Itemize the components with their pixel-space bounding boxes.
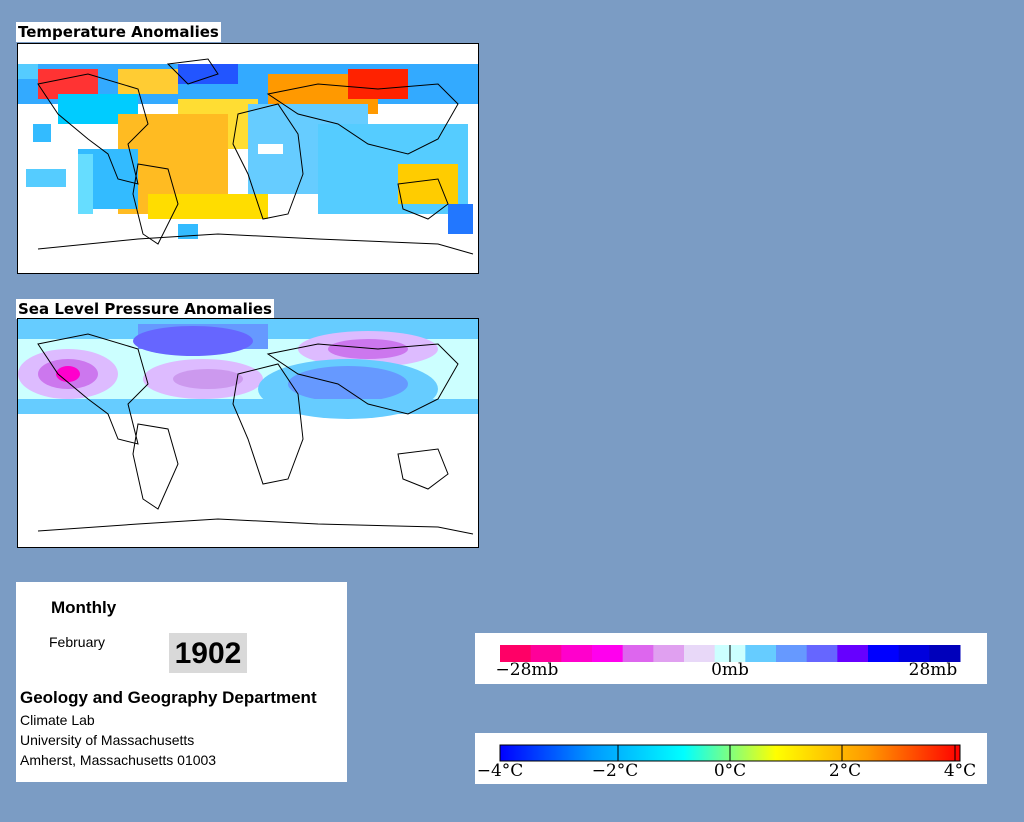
pressure-legend-swatch <box>653 645 685 662</box>
pressure-legend-swatch <box>776 645 808 662</box>
university-name: University of Massachusetts <box>20 732 195 748</box>
pressure-legend-swatch <box>500 645 532 662</box>
temperature-legend-label-plus2: 2°C <box>828 761 862 781</box>
pressure-legend-swatch <box>929 645 961 662</box>
pressure-legend-swatch <box>530 645 562 662</box>
pressure-legend-swatch <box>561 645 593 662</box>
temperature-color-bar <box>499 744 961 762</box>
lab-name: Climate Lab <box>20 712 95 728</box>
temperature-legend-label-minus2: −2°C <box>591 761 639 781</box>
pressure-legend-swatch <box>622 645 654 662</box>
address-line: Amherst, Massachusetts 01003 <box>20 752 217 768</box>
temperature-anomaly-map <box>17 43 479 274</box>
pressure-map-title: Sea Level Pressure Anomalies <box>16 299 274 319</box>
temperature-legend-label-minus4: −4°C <box>476 761 524 781</box>
temperature-map-title: Temperature Anomalies <box>16 22 221 42</box>
month-label: February <box>49 634 106 650</box>
pressure-color-bar <box>500 645 961 662</box>
year-display: 1902 <box>169 633 247 673</box>
pressure-legend-swatch <box>837 645 869 662</box>
department-name: Geology and Geography Department <box>20 688 317 707</box>
temperature-legend: −4°C −2°C 0°C 2°C 4°C <box>475 733 987 784</box>
pressure-anomaly-field <box>18 319 478 419</box>
pressure-legend-swatch <box>898 645 930 662</box>
pressure-legend-swatch <box>806 645 838 662</box>
pressure-anomaly-map <box>17 318 479 548</box>
pressure-legend-max-label: 28mb <box>908 660 958 680</box>
pressure-legend-swatch <box>684 645 716 662</box>
pressure-legend-swatch <box>745 645 777 662</box>
coastlines <box>37 58 474 255</box>
coastlines <box>37 333 474 535</box>
temperature-anomaly-field <box>18 64 478 239</box>
temperature-legend-label-zero: 0°C <box>713 761 747 781</box>
frequency-label: Monthly <box>51 598 117 617</box>
pressure-legend-swatch <box>868 645 900 662</box>
pressure-legend-min-label: −28mb <box>495 660 559 680</box>
temperature-legend-label-plus4: 4°C <box>943 761 977 781</box>
pressure-legend: −28mb 0mb 28mb <box>475 633 987 684</box>
info-panel: Monthly February 1902 Geology and Geogra… <box>16 582 347 782</box>
pressure-legend-zero-label: 0mb <box>711 660 749 680</box>
pressure-legend-swatch <box>592 645 624 662</box>
